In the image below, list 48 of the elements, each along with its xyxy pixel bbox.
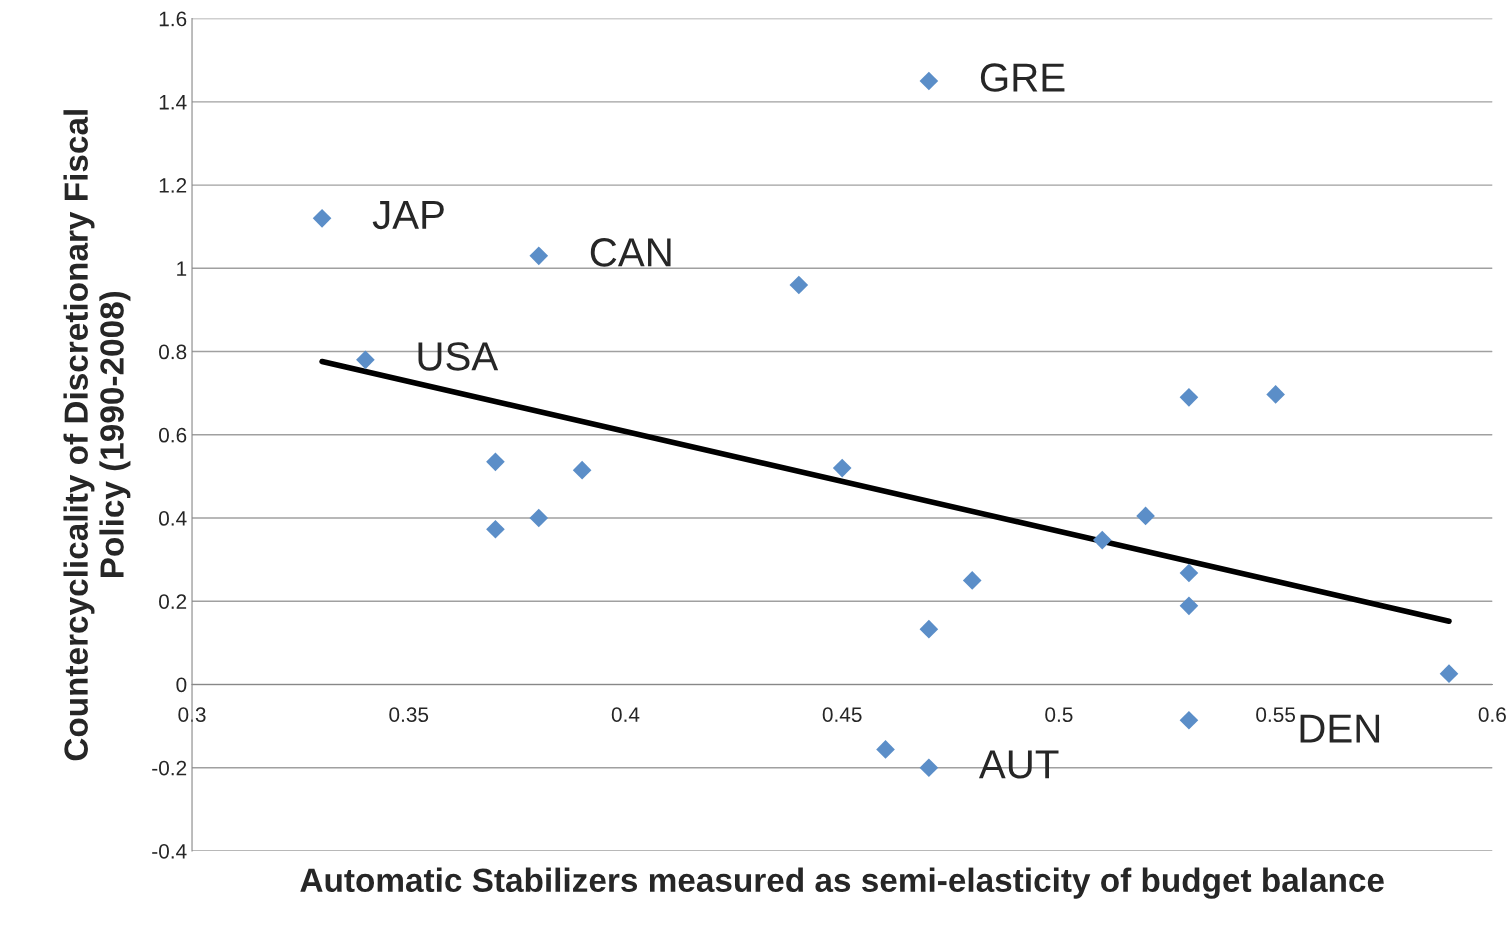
x-tick-label: 0.55 [1256,707,1296,722]
y-tick-label: -0.2 [152,760,187,776]
point [919,619,939,639]
point [876,740,895,759]
annotation: GRE [980,63,1065,92]
point [832,458,852,478]
point [486,452,505,472]
point [486,519,505,539]
point [312,209,332,228]
point [1136,506,1155,526]
point [529,246,549,266]
point [356,350,375,370]
y-tick-label: 0.8 [159,344,187,360]
point [962,571,982,590]
point [1266,385,1285,404]
x-axis-title: Automatic Stabilizers measured as semi-elasticity of budget balance [300,867,1384,899]
point [1179,710,1199,730]
y-axis-title: Countercyclicality of Discretionary Fiscal Policy (1990-2008) [63,110,131,761]
point [1439,664,1459,683]
y-tick-label: 0.4 [159,511,187,526]
y-tick-label: 0.6 [159,427,187,443]
y-tick-label: 1.6 [159,11,187,27]
y-tick-label: 0 [176,677,187,693]
point [1179,563,1199,583]
point [572,460,592,480]
y-tick-label: 0.2 [159,594,187,609]
annotation: USA [418,342,499,371]
y-tick-label: -0.4 [152,843,187,859]
x-tick-label: 0.35 [389,707,429,722]
point [1179,596,1199,616]
point [1179,388,1199,407]
y-tick-label: 1.2 [159,178,187,193]
point [1092,530,1112,550]
x-tick-label: 0.5 [1045,707,1073,722]
annotation: DEN [1300,714,1380,743]
annotation: AUT [978,750,1059,779]
point [919,758,939,778]
x-tick-label: 0.4 [611,707,640,722]
point [789,275,809,295]
y-tick-label: 1 [177,261,187,276]
point [529,508,549,528]
annotation: CAN [590,238,671,267]
point [919,71,939,91]
y-tick-label: 1.4 [159,95,187,110]
x-tick-label: 0.45 [822,707,862,722]
x-tick-label: 0.6 [1478,707,1506,722]
x-tick-label: 0.3 [178,707,206,722]
annotation: JAP [372,201,444,230]
